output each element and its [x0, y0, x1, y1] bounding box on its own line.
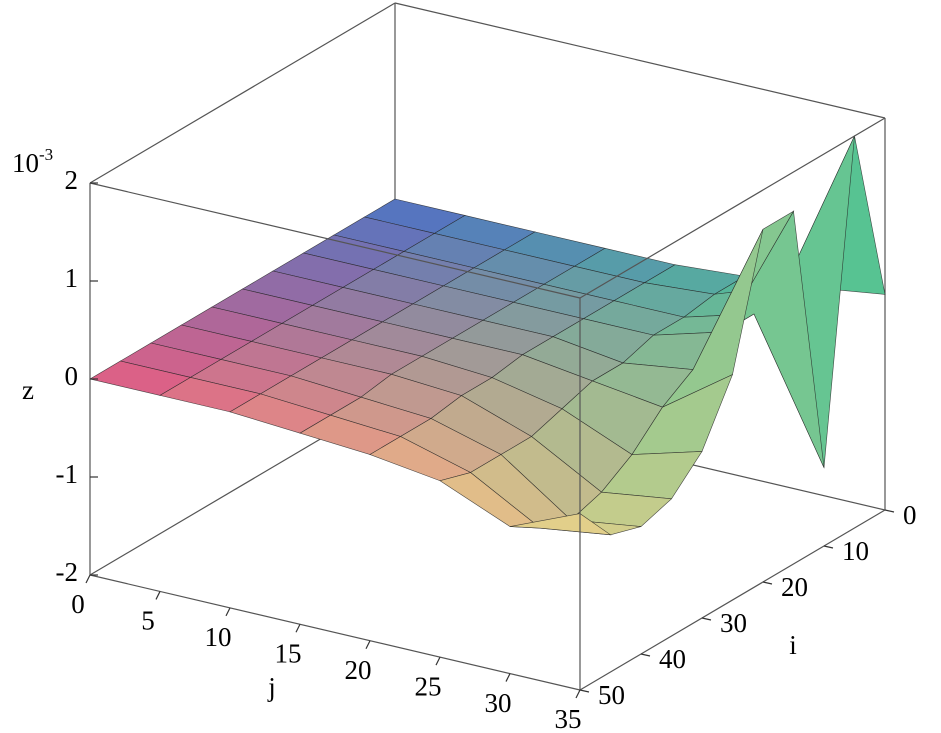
i-tick-label: 40 — [659, 644, 686, 674]
j-tick — [295, 624, 301, 633]
z-axis-label: z — [22, 375, 34, 405]
j-tick — [365, 640, 371, 649]
z-tick-label: -2 — [56, 557, 79, 587]
surface — [89, 135, 886, 536]
j-tick-label: 25 — [415, 671, 442, 701]
i-axis-label: i — [789, 630, 797, 660]
box-edge — [89, 574, 581, 691]
j-axis-label: j — [267, 672, 276, 702]
j-tick-label: 15 — [275, 638, 302, 668]
i-tick-label: 20 — [781, 572, 808, 602]
j-tick-label: 0 — [71, 589, 85, 619]
j-tick-label: 35 — [555, 704, 582, 733]
j-tick-label: 5 — [141, 606, 155, 636]
j-tick — [575, 689, 581, 699]
j-tick-label: 30 — [485, 688, 512, 718]
j-tick — [225, 607, 231, 617]
box-edge — [579, 509, 886, 691]
multiplier-base: 10 — [12, 148, 39, 178]
box-edge — [394, 2, 886, 119]
z-tick-label: 1 — [65, 263, 79, 293]
i-tick — [762, 581, 773, 585]
j-tick — [505, 673, 511, 682]
i-tick-label: 30 — [720, 608, 747, 638]
z-multiplier: 10-3 — [12, 145, 53, 178]
j-tick-label: 20 — [345, 655, 372, 685]
z-tick-label: 0 — [65, 361, 79, 391]
i-tick — [884, 509, 895, 513]
j-tick — [85, 574, 91, 584]
z-tick-label: 2 — [65, 165, 79, 195]
box-front — [85, 117, 895, 699]
box-edge — [89, 182, 581, 299]
i-tick — [701, 617, 712, 621]
i-tick-label: 10 — [842, 536, 869, 566]
i-tick — [640, 653, 651, 657]
j-tick — [435, 656, 441, 666]
i-tick — [823, 545, 834, 549]
z-tick-label: -1 — [56, 459, 79, 489]
j-tick — [155, 591, 161, 600]
multiplier-exponent: -3 — [39, 145, 53, 164]
j-tick-label: 10 — [205, 622, 232, 652]
i-tick-label: 50 — [598, 680, 625, 710]
box-edge — [89, 2, 396, 184]
i-tick-label: 0 — [903, 500, 917, 530]
box-edge — [579, 117, 886, 299]
i-tick — [579, 689, 590, 693]
